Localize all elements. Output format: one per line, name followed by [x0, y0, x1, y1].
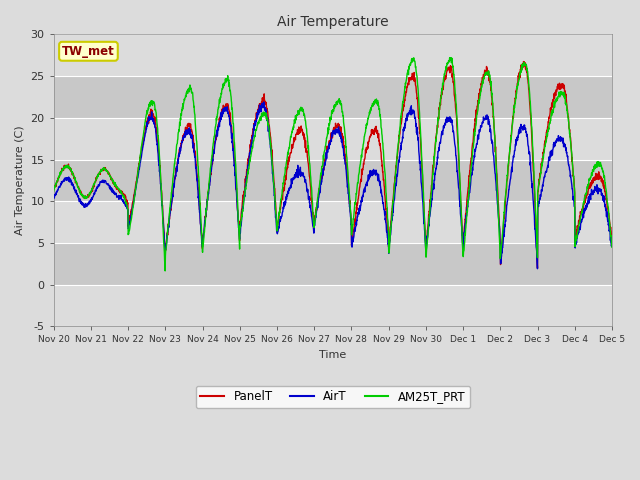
AM25T_PRT	[50, 188, 58, 194]
AM25T_PRT	[608, 244, 616, 250]
AirT	[362, 184, 369, 190]
AM25T_PRT	[206, 174, 214, 180]
Line: PanelT: PanelT	[54, 61, 612, 268]
Bar	[54, 285, 612, 326]
AirT	[559, 135, 567, 141]
PanelT	[559, 83, 567, 88]
PanelT	[534, 265, 541, 271]
Legend: PanelT, AirT, AM25T_PRT: PanelT, AirT, AM25T_PRT	[196, 386, 470, 408]
Bar	[54, 118, 612, 159]
AirT	[50, 195, 58, 201]
AM25T_PRT	[362, 130, 369, 135]
AirT	[495, 223, 503, 228]
PanelT	[361, 155, 369, 161]
PanelT	[349, 235, 356, 240]
Bar	[54, 35, 612, 76]
PanelT	[575, 218, 582, 224]
AM25T_PRT	[446, 55, 454, 60]
Bar	[54, 76, 612, 118]
AM25T_PRT	[575, 224, 582, 230]
AM25T_PRT	[161, 268, 169, 274]
Title: Air Temperature: Air Temperature	[277, 15, 388, 29]
PanelT	[495, 212, 503, 218]
AirT	[260, 99, 268, 105]
X-axis label: Time: Time	[319, 350, 346, 360]
PanelT	[608, 236, 616, 242]
Bar	[54, 201, 612, 243]
PanelT	[520, 59, 527, 64]
Text: TW_met: TW_met	[62, 45, 115, 58]
AirT	[534, 266, 541, 272]
AM25T_PRT	[349, 216, 357, 222]
AirT	[349, 234, 357, 240]
Line: AM25T_PRT: AM25T_PRT	[54, 58, 612, 271]
PanelT	[205, 182, 213, 188]
AirT	[608, 243, 616, 249]
PanelT	[50, 186, 58, 192]
AirT	[575, 230, 582, 236]
Line: AirT: AirT	[54, 102, 612, 269]
Bar	[54, 243, 612, 285]
Y-axis label: Air Temperature (C): Air Temperature (C)	[15, 126, 25, 235]
AirT	[205, 182, 213, 188]
Bar	[54, 159, 612, 201]
AM25T_PRT	[559, 91, 567, 97]
AM25T_PRT	[495, 236, 503, 242]
